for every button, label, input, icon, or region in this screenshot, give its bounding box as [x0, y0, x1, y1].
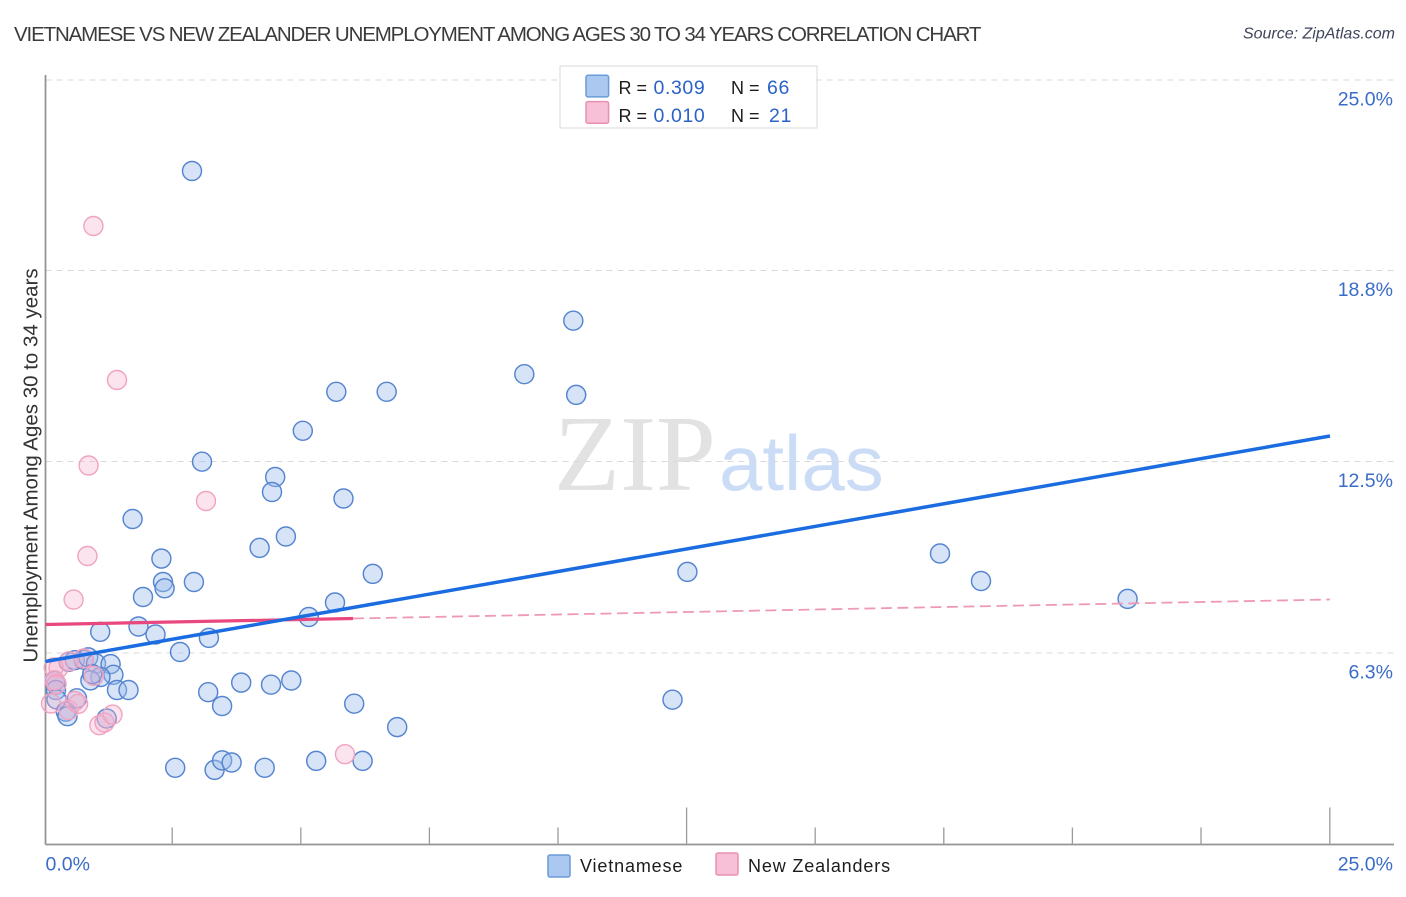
svg-text:N =: N = [731, 106, 760, 126]
svg-text:0.0%: 0.0% [46, 854, 90, 876]
svg-text:66: 66 [767, 77, 790, 99]
svg-text:0.010: 0.010 [654, 105, 706, 127]
svg-text:0.309: 0.309 [654, 77, 706, 99]
svg-text:New Zealanders: New Zealanders [748, 856, 891, 876]
svg-text:18.8%: 18.8% [1338, 279, 1393, 301]
svg-text:VIETNAMESE VS NEW ZEALANDER UN: VIETNAMESE VS NEW ZEALANDER UNEMPLOYMENT… [14, 23, 982, 46]
svg-text:25.0%: 25.0% [1338, 89, 1393, 111]
svg-text:R =: R = [619, 78, 648, 98]
svg-text:6.3%: 6.3% [1349, 662, 1393, 684]
svg-text:ZIP: ZIP [554, 395, 716, 514]
svg-text:R =: R = [619, 106, 648, 126]
svg-text:21: 21 [769, 105, 792, 127]
svg-text:N =: N = [731, 78, 760, 98]
svg-text:Vietnamese: Vietnamese [580, 856, 683, 876]
svg-text:12.5%: 12.5% [1338, 470, 1393, 492]
svg-text:Unemployment Among Ages 30 to: Unemployment Among Ages 30 to 34 years [20, 268, 43, 662]
svg-text:Source: ZipAtlas.com: Source: ZipAtlas.com [1243, 26, 1395, 43]
svg-text:atlas: atlas [719, 419, 884, 507]
svg-text:25.0%: 25.0% [1338, 854, 1393, 876]
